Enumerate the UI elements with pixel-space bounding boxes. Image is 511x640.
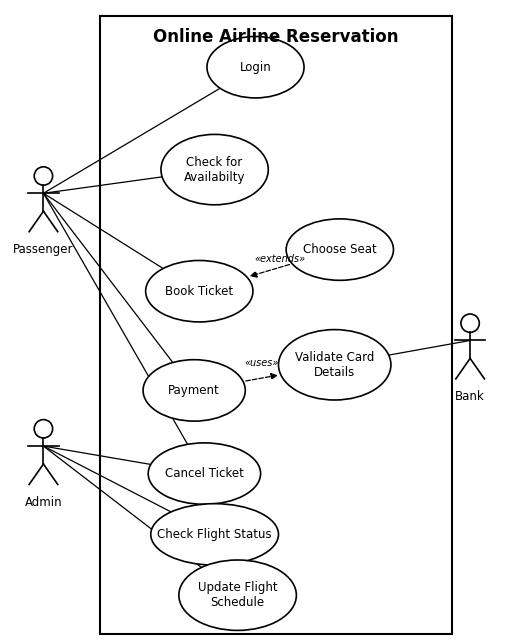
Text: Online Airline Reservation: Online Airline Reservation bbox=[153, 28, 399, 45]
Text: Check Flight Status: Check Flight Status bbox=[157, 528, 272, 541]
Ellipse shape bbox=[207, 36, 304, 98]
Ellipse shape bbox=[461, 314, 479, 332]
Ellipse shape bbox=[161, 134, 268, 205]
Text: Bank: Bank bbox=[455, 390, 485, 403]
Text: Admin: Admin bbox=[25, 496, 62, 509]
Text: Payment: Payment bbox=[168, 384, 220, 397]
Text: Validate Card
Details: Validate Card Details bbox=[295, 351, 375, 379]
Ellipse shape bbox=[146, 260, 253, 322]
Text: Login: Login bbox=[240, 61, 271, 74]
Ellipse shape bbox=[179, 560, 296, 630]
Text: Choose Seat: Choose Seat bbox=[303, 243, 377, 256]
Text: Passenger: Passenger bbox=[13, 243, 74, 256]
Text: Book Ticket: Book Ticket bbox=[165, 285, 234, 298]
Ellipse shape bbox=[286, 219, 393, 280]
Ellipse shape bbox=[151, 504, 278, 565]
Ellipse shape bbox=[148, 443, 261, 504]
Text: «uses»: «uses» bbox=[245, 358, 279, 369]
Text: Check for
Availabilty: Check for Availabilty bbox=[184, 156, 245, 184]
Text: «extends»: «extends» bbox=[254, 254, 306, 264]
Ellipse shape bbox=[278, 330, 391, 400]
Ellipse shape bbox=[34, 167, 53, 185]
Polygon shape bbox=[100, 16, 452, 634]
Text: Cancel Ticket: Cancel Ticket bbox=[165, 467, 244, 480]
Ellipse shape bbox=[34, 420, 53, 438]
Text: Update Flight
Schedule: Update Flight Schedule bbox=[198, 581, 277, 609]
Ellipse shape bbox=[143, 360, 245, 421]
